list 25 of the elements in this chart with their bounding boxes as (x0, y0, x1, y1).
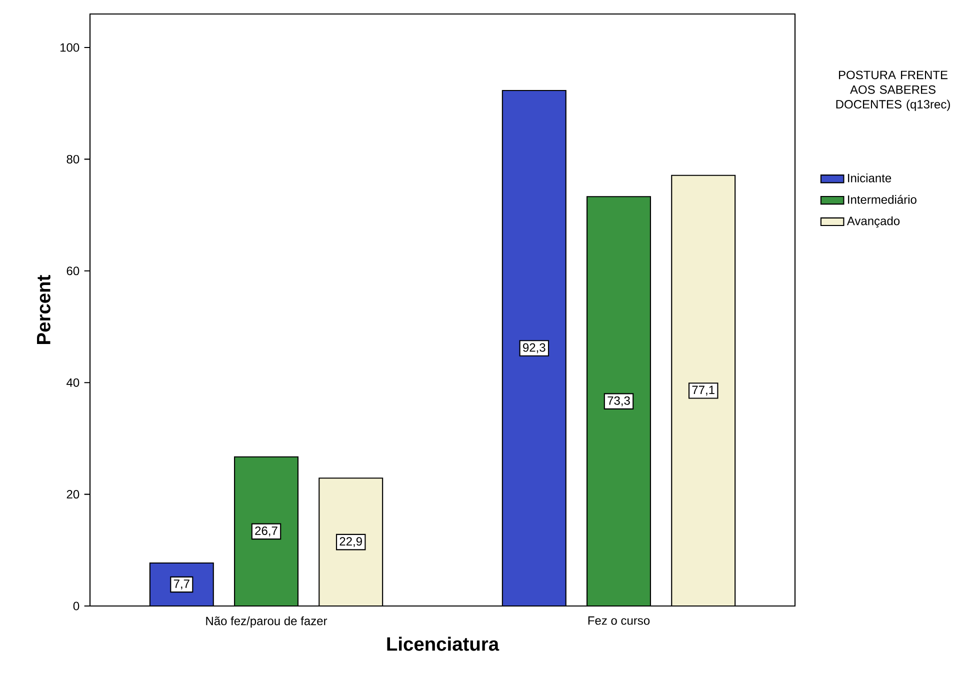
data-label: 7,7 (174, 580, 190, 590)
bar (234, 456, 299, 606)
bar (671, 174, 736, 606)
legend-label: Intermediário (848, 194, 916, 204)
bar (502, 90, 566, 606)
y-axis-title: Percent (37, 275, 50, 344)
y-tick-label: 40 (66, 378, 80, 387)
legend-label: Iniciante (848, 174, 892, 182)
data-label: 22,9 (340, 537, 362, 547)
data-label: 26,7 (255, 526, 278, 536)
legend-label: Avançado (846, 216, 900, 228)
y-tick-label: 0 (73, 602, 80, 610)
data-label: 73,3 (608, 396, 630, 406)
x-tick-label: Fez o curso (588, 616, 650, 625)
x-axis-title: Licenciatura (387, 636, 500, 651)
bar (586, 196, 652, 606)
x-tick-label: Não fez/parou de fazer (206, 616, 328, 628)
y-tick-label: 100 (60, 43, 80, 52)
bar (318, 478, 384, 606)
data-label: 77,1 (692, 386, 714, 396)
y-tick-label: 20 (66, 490, 80, 499)
legend-title: POSTURA FRENTE AOS SABERES DOCENTES (q13rec) (836, 70, 950, 111)
y-tick-label: 80 (66, 154, 80, 164)
y-tick-label: 60 (66, 266, 80, 276)
data-label: 92,3 (523, 343, 546, 354)
